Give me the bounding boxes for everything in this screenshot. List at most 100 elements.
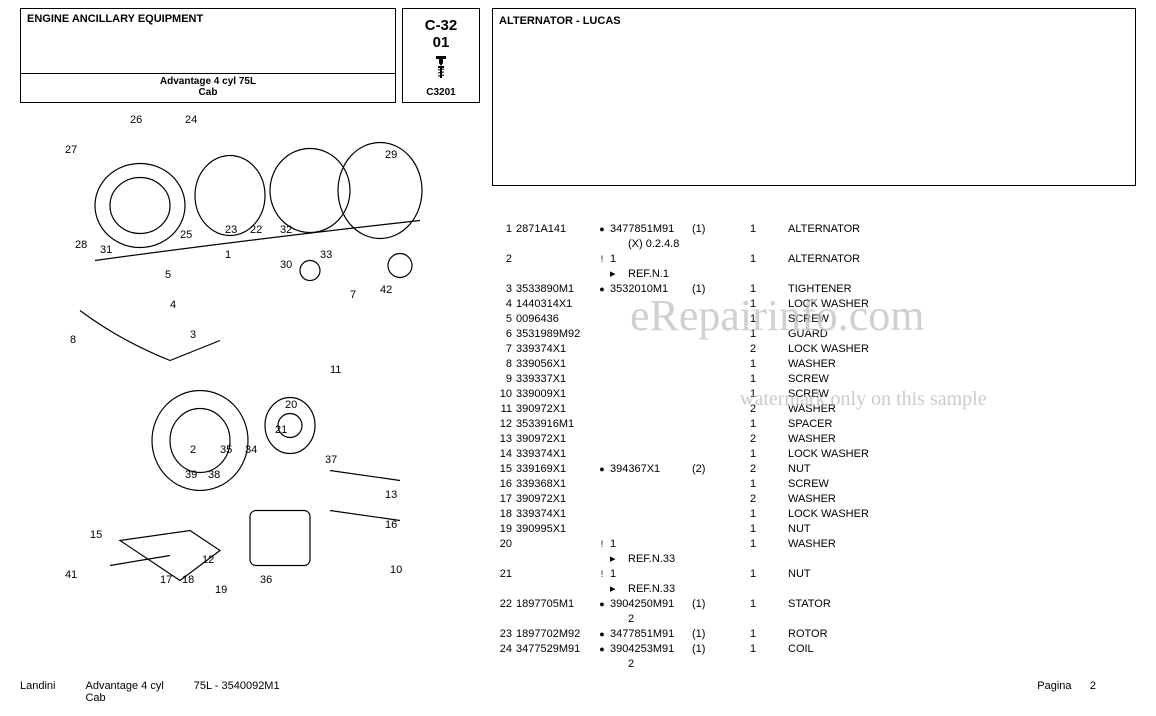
table-row: 500964361SCREW bbox=[492, 312, 1136, 327]
row-note: (1) bbox=[692, 597, 718, 612]
row-qty: 1 bbox=[718, 627, 788, 642]
row-pn1: 1897702M92 bbox=[516, 627, 594, 642]
callout-38: 38 bbox=[208, 469, 220, 481]
table-row: 13390972X12WASHER bbox=[492, 432, 1136, 447]
callout-19: 19 bbox=[215, 584, 227, 596]
row-qty: 2 bbox=[718, 462, 788, 477]
table-row: 19390995X11NUT bbox=[492, 522, 1136, 537]
table-row: 33533890M1●3532010M1(1)1TIGHTENER bbox=[492, 282, 1136, 297]
row-desc: NUT bbox=[788, 567, 1136, 582]
row-pn1: 1897705M1 bbox=[516, 597, 594, 612]
row-symbol: ● bbox=[594, 627, 610, 642]
row-symbol: ! bbox=[594, 537, 610, 552]
row-index: 6 bbox=[492, 327, 516, 342]
row-desc: STATOR bbox=[788, 597, 1136, 612]
table-row: 221897705M1●3904250M91(1)1STATOR bbox=[492, 597, 1136, 612]
row-symbol: ● bbox=[594, 597, 610, 612]
callout-3: 3 bbox=[190, 329, 196, 341]
row-desc: SCREW bbox=[788, 387, 1136, 402]
callout-21: 21 bbox=[275, 424, 287, 436]
section-title: ENGINE ANCILLARY EQUIPMENT bbox=[27, 13, 203, 25]
model-suffix: 75L bbox=[239, 76, 256, 87]
table-subrow: ▸REF.N.33 bbox=[492, 552, 1136, 567]
row-qty: 1 bbox=[718, 642, 788, 657]
screw-icon bbox=[434, 56, 448, 82]
footer-variant: 75L - 3540092M1 bbox=[194, 680, 280, 704]
exploded-diagram: 1234578101112131516171819202122232425262… bbox=[20, 109, 480, 672]
row-qty: 2 bbox=[718, 402, 788, 417]
row-note: (1) bbox=[692, 642, 718, 657]
callout-28: 28 bbox=[75, 239, 87, 251]
row-desc: WASHER bbox=[788, 492, 1136, 507]
callout-8: 8 bbox=[70, 334, 76, 346]
row-pn1: 339368X1 bbox=[516, 477, 594, 492]
row-desc: SCREW bbox=[788, 312, 1136, 327]
code-small: C3201 bbox=[426, 87, 455, 98]
row-desc: SCREW bbox=[788, 477, 1136, 492]
row-desc: ALTERNATOR bbox=[788, 252, 1136, 267]
callout-18: 18 bbox=[182, 574, 194, 586]
row-desc: TIGHTENER bbox=[788, 282, 1136, 297]
callout-41: 41 bbox=[65, 569, 77, 581]
row-pn1: 339374X1 bbox=[516, 342, 594, 357]
callout-15: 15 bbox=[90, 529, 102, 541]
row-pn2: 3477851M91 bbox=[610, 222, 692, 237]
row-index: 3 bbox=[492, 282, 516, 297]
table-subrow: 2 bbox=[492, 612, 1136, 627]
row-desc: LOCK WASHER bbox=[788, 297, 1136, 312]
row-symbol: ● bbox=[594, 642, 610, 657]
callout-22: 22 bbox=[250, 224, 262, 236]
row-index: 17 bbox=[492, 492, 516, 507]
table-row: 243477529M91●3904253M91(1)1COIL bbox=[492, 642, 1136, 657]
callout-33: 33 bbox=[320, 249, 332, 261]
section-title-box: ENGINE ANCILLARY EQUIPMENT Advantage 4 c… bbox=[20, 8, 396, 103]
table-row: 18339374X11LOCK WASHER bbox=[492, 507, 1136, 522]
row-pn2: 3904253M91 bbox=[610, 642, 692, 657]
table-row: 9339337X11SCREW bbox=[492, 372, 1136, 387]
footer-model: Advantage 4 cyl Cab bbox=[85, 680, 163, 704]
row-qty: 1 bbox=[718, 357, 788, 372]
row-desc: NUT bbox=[788, 462, 1136, 477]
row-pn2: 394367X1 bbox=[610, 462, 692, 477]
row-pn2: 1 bbox=[610, 252, 692, 267]
callout-1: 1 bbox=[225, 249, 231, 261]
row-index: 22 bbox=[492, 597, 516, 612]
row-index: 1 bbox=[492, 222, 516, 237]
row-qty: 1 bbox=[718, 222, 788, 237]
row-pn2: 3904250M91 bbox=[610, 597, 692, 612]
row-index: 10 bbox=[492, 387, 516, 402]
callout-32: 32 bbox=[280, 224, 292, 236]
row-index: 21 bbox=[492, 567, 516, 582]
row-pn1: 339009X1 bbox=[516, 387, 594, 402]
callout-31: 31 bbox=[100, 244, 112, 256]
callout-20: 20 bbox=[285, 399, 297, 411]
row-index: 15 bbox=[492, 462, 516, 477]
row-symbol: ! bbox=[594, 567, 610, 582]
row-symbol: ● bbox=[594, 462, 610, 477]
diagram-svg bbox=[20, 109, 480, 672]
table-row: 2!11ALTERNATOR bbox=[492, 252, 1136, 267]
table-row: 12871A141●3477851M91(1)1ALTERNATOR bbox=[492, 222, 1136, 237]
row-pn1: 339374X1 bbox=[516, 447, 594, 462]
callout-11: 11 bbox=[330, 364, 341, 376]
row-desc: WASHER bbox=[788, 537, 1136, 552]
callout-7: 7 bbox=[350, 289, 356, 301]
callout-37: 37 bbox=[325, 454, 337, 466]
callout-13: 13 bbox=[385, 489, 397, 501]
row-index: 14 bbox=[492, 447, 516, 462]
table-row: 14339374X11LOCK WASHER bbox=[492, 447, 1136, 462]
row-note: (1) bbox=[692, 282, 718, 297]
callout-24: 24 bbox=[185, 114, 197, 126]
row-desc: GUARD bbox=[788, 327, 1136, 342]
page-label: Pagina bbox=[1037, 680, 1071, 692]
row-desc: LOCK WASHER bbox=[788, 342, 1136, 357]
row-qty: 2 bbox=[718, 342, 788, 357]
row-qty: 1 bbox=[718, 312, 788, 327]
right-title-box: ALTERNATOR - LUCAS bbox=[492, 8, 1136, 186]
row-pn1: 390972X1 bbox=[516, 402, 594, 417]
row-qty: 1 bbox=[718, 297, 788, 312]
row-qty: 1 bbox=[718, 252, 788, 267]
row-index: 19 bbox=[492, 522, 516, 537]
callout-36: 36 bbox=[260, 574, 272, 586]
callout-30: 30 bbox=[280, 259, 292, 271]
